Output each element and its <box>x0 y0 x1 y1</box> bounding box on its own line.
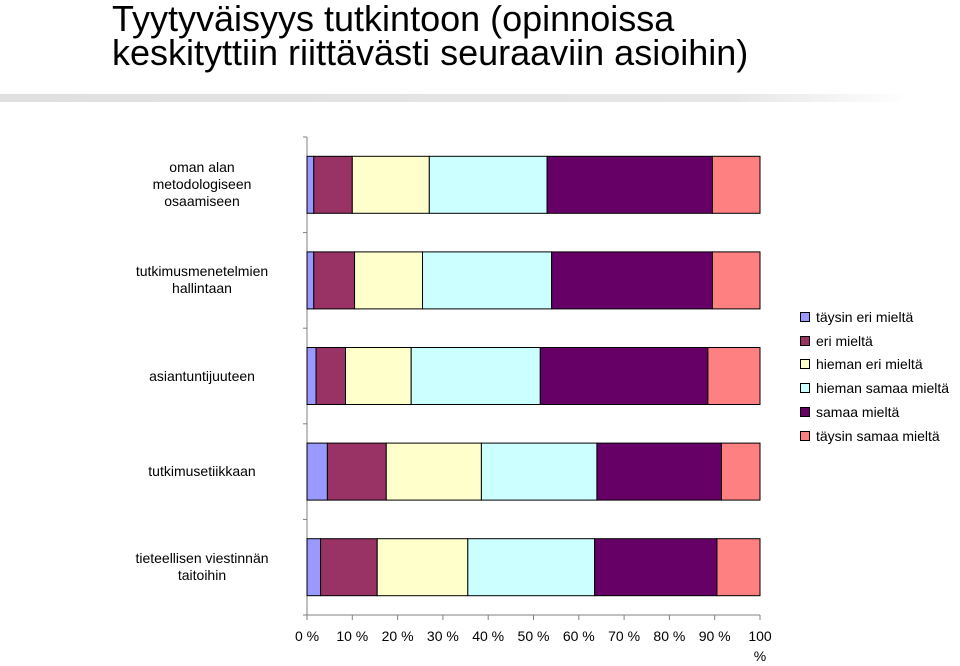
x-tick-label: 30 % <box>426 628 459 644</box>
category-label-line: tutkimusetiikkaan <box>148 463 256 480</box>
category-label: oman alan metodologiseen osaamiseen <box>112 159 292 210</box>
legend-label: täysin samaa mieltä <box>816 427 940 444</box>
bar-segment <box>376 538 469 597</box>
bar-segment <box>315 347 347 405</box>
x-tick-label: 100 % <box>748 628 772 664</box>
bar-segment <box>326 442 387 501</box>
legend-label: samaa mieltä <box>816 404 900 421</box>
x-tick-label: 10 % <box>336 628 369 644</box>
x-tick-label: 0 % <box>294 628 320 644</box>
legend-item: eri mieltä <box>800 329 949 353</box>
bar-segment <box>320 538 378 597</box>
bar-segment <box>546 155 713 214</box>
legend-swatch <box>800 430 810 441</box>
x-tick-label: 80 % <box>653 628 686 644</box>
category-label-line: taitoihin <box>177 567 227 584</box>
legend-item: täysin samaa mieltä <box>800 424 949 448</box>
category-label-line: oman alan <box>169 159 235 176</box>
bar-segment <box>345 347 412 405</box>
legend-label: eri mieltä <box>816 332 873 349</box>
bar-segment <box>306 442 328 501</box>
legend-swatch <box>800 407 810 418</box>
category-label-line: osaamiseen <box>164 193 240 210</box>
bar-segment <box>551 251 713 310</box>
bar-segment <box>467 538 596 597</box>
bar-segment <box>422 251 553 310</box>
legend-swatch <box>800 359 810 370</box>
legend-swatch <box>800 311 810 322</box>
title-divider <box>0 94 912 102</box>
category-label: tieteellisen viestinnän taitoihin <box>112 550 292 584</box>
category-label-line: metodologiseen <box>152 176 252 193</box>
legend-item: täysin eri mieltä <box>800 305 949 329</box>
bar-segment <box>306 251 315 310</box>
bar-segment <box>596 442 722 501</box>
x-tick-label: 50 % <box>517 628 550 644</box>
category-label-line: tieteellisen viestinnän <box>135 550 269 567</box>
category-label-line: tutkimusmenetelmien <box>135 263 269 280</box>
legend-label: hieman eri mieltä <box>816 356 923 373</box>
bar-segment <box>720 442 761 501</box>
legend: täysin eri mieltä eri mieltä hieman eri mi… <box>800 305 949 448</box>
bar-segment <box>313 251 356 310</box>
bar-segment <box>716 538 761 597</box>
legend-label: täysin eri mieltä <box>816 308 914 325</box>
x-tick-label: 90 % <box>698 628 731 644</box>
x-tick-label: 70 % <box>608 628 641 644</box>
chart-title-line-2: keskityttiin riittävästi seuraaviin asio… <box>112 32 749 73</box>
bar-segment <box>480 442 598 501</box>
bar-segment <box>711 251 761 310</box>
legend-swatch <box>800 335 810 346</box>
x-tick-label: 20 % <box>381 628 414 644</box>
bar-segment <box>428 155 548 214</box>
category-label: asiantuntijuuteen <box>112 368 292 385</box>
bar-segment <box>539 347 709 405</box>
bar-segment <box>410 347 541 405</box>
category-label: tutkimusmenetelmien hallintaan <box>112 263 292 297</box>
bar-segment <box>354 251 424 310</box>
bar-segment <box>711 155 761 214</box>
bar-segment <box>385 442 482 501</box>
legend-item: samaa mieltä <box>800 400 949 424</box>
bar-segment <box>313 155 353 214</box>
bar-segment <box>351 155 430 214</box>
category-label-line: hallintaan <box>172 280 232 297</box>
x-tick-label: 40 % <box>472 628 505 644</box>
legend-swatch <box>800 383 810 394</box>
chart-title-line-1: Tyytyväisyys tutkintoon (opinnoissa <box>112 0 675 39</box>
category-label: tutkimusetiikkaan <box>112 463 292 480</box>
legend-item: hieman samaa mieltä <box>800 376 949 400</box>
x-tick-label: 60 % <box>562 628 595 644</box>
bar-segment <box>306 155 315 214</box>
legend-label: hieman samaa mieltä <box>816 380 950 397</box>
category-label-line: asiantuntijuuteen <box>149 367 255 384</box>
bar-segment <box>594 538 718 597</box>
bar-segment <box>707 347 761 405</box>
legend-item: hieman eri mieltä <box>800 353 949 377</box>
bar-segment <box>306 347 317 405</box>
bar-segment <box>306 538 322 597</box>
chart-title: Tyytyväisyys tutkintoon (opinnoissa kesk… <box>112 0 932 73</box>
